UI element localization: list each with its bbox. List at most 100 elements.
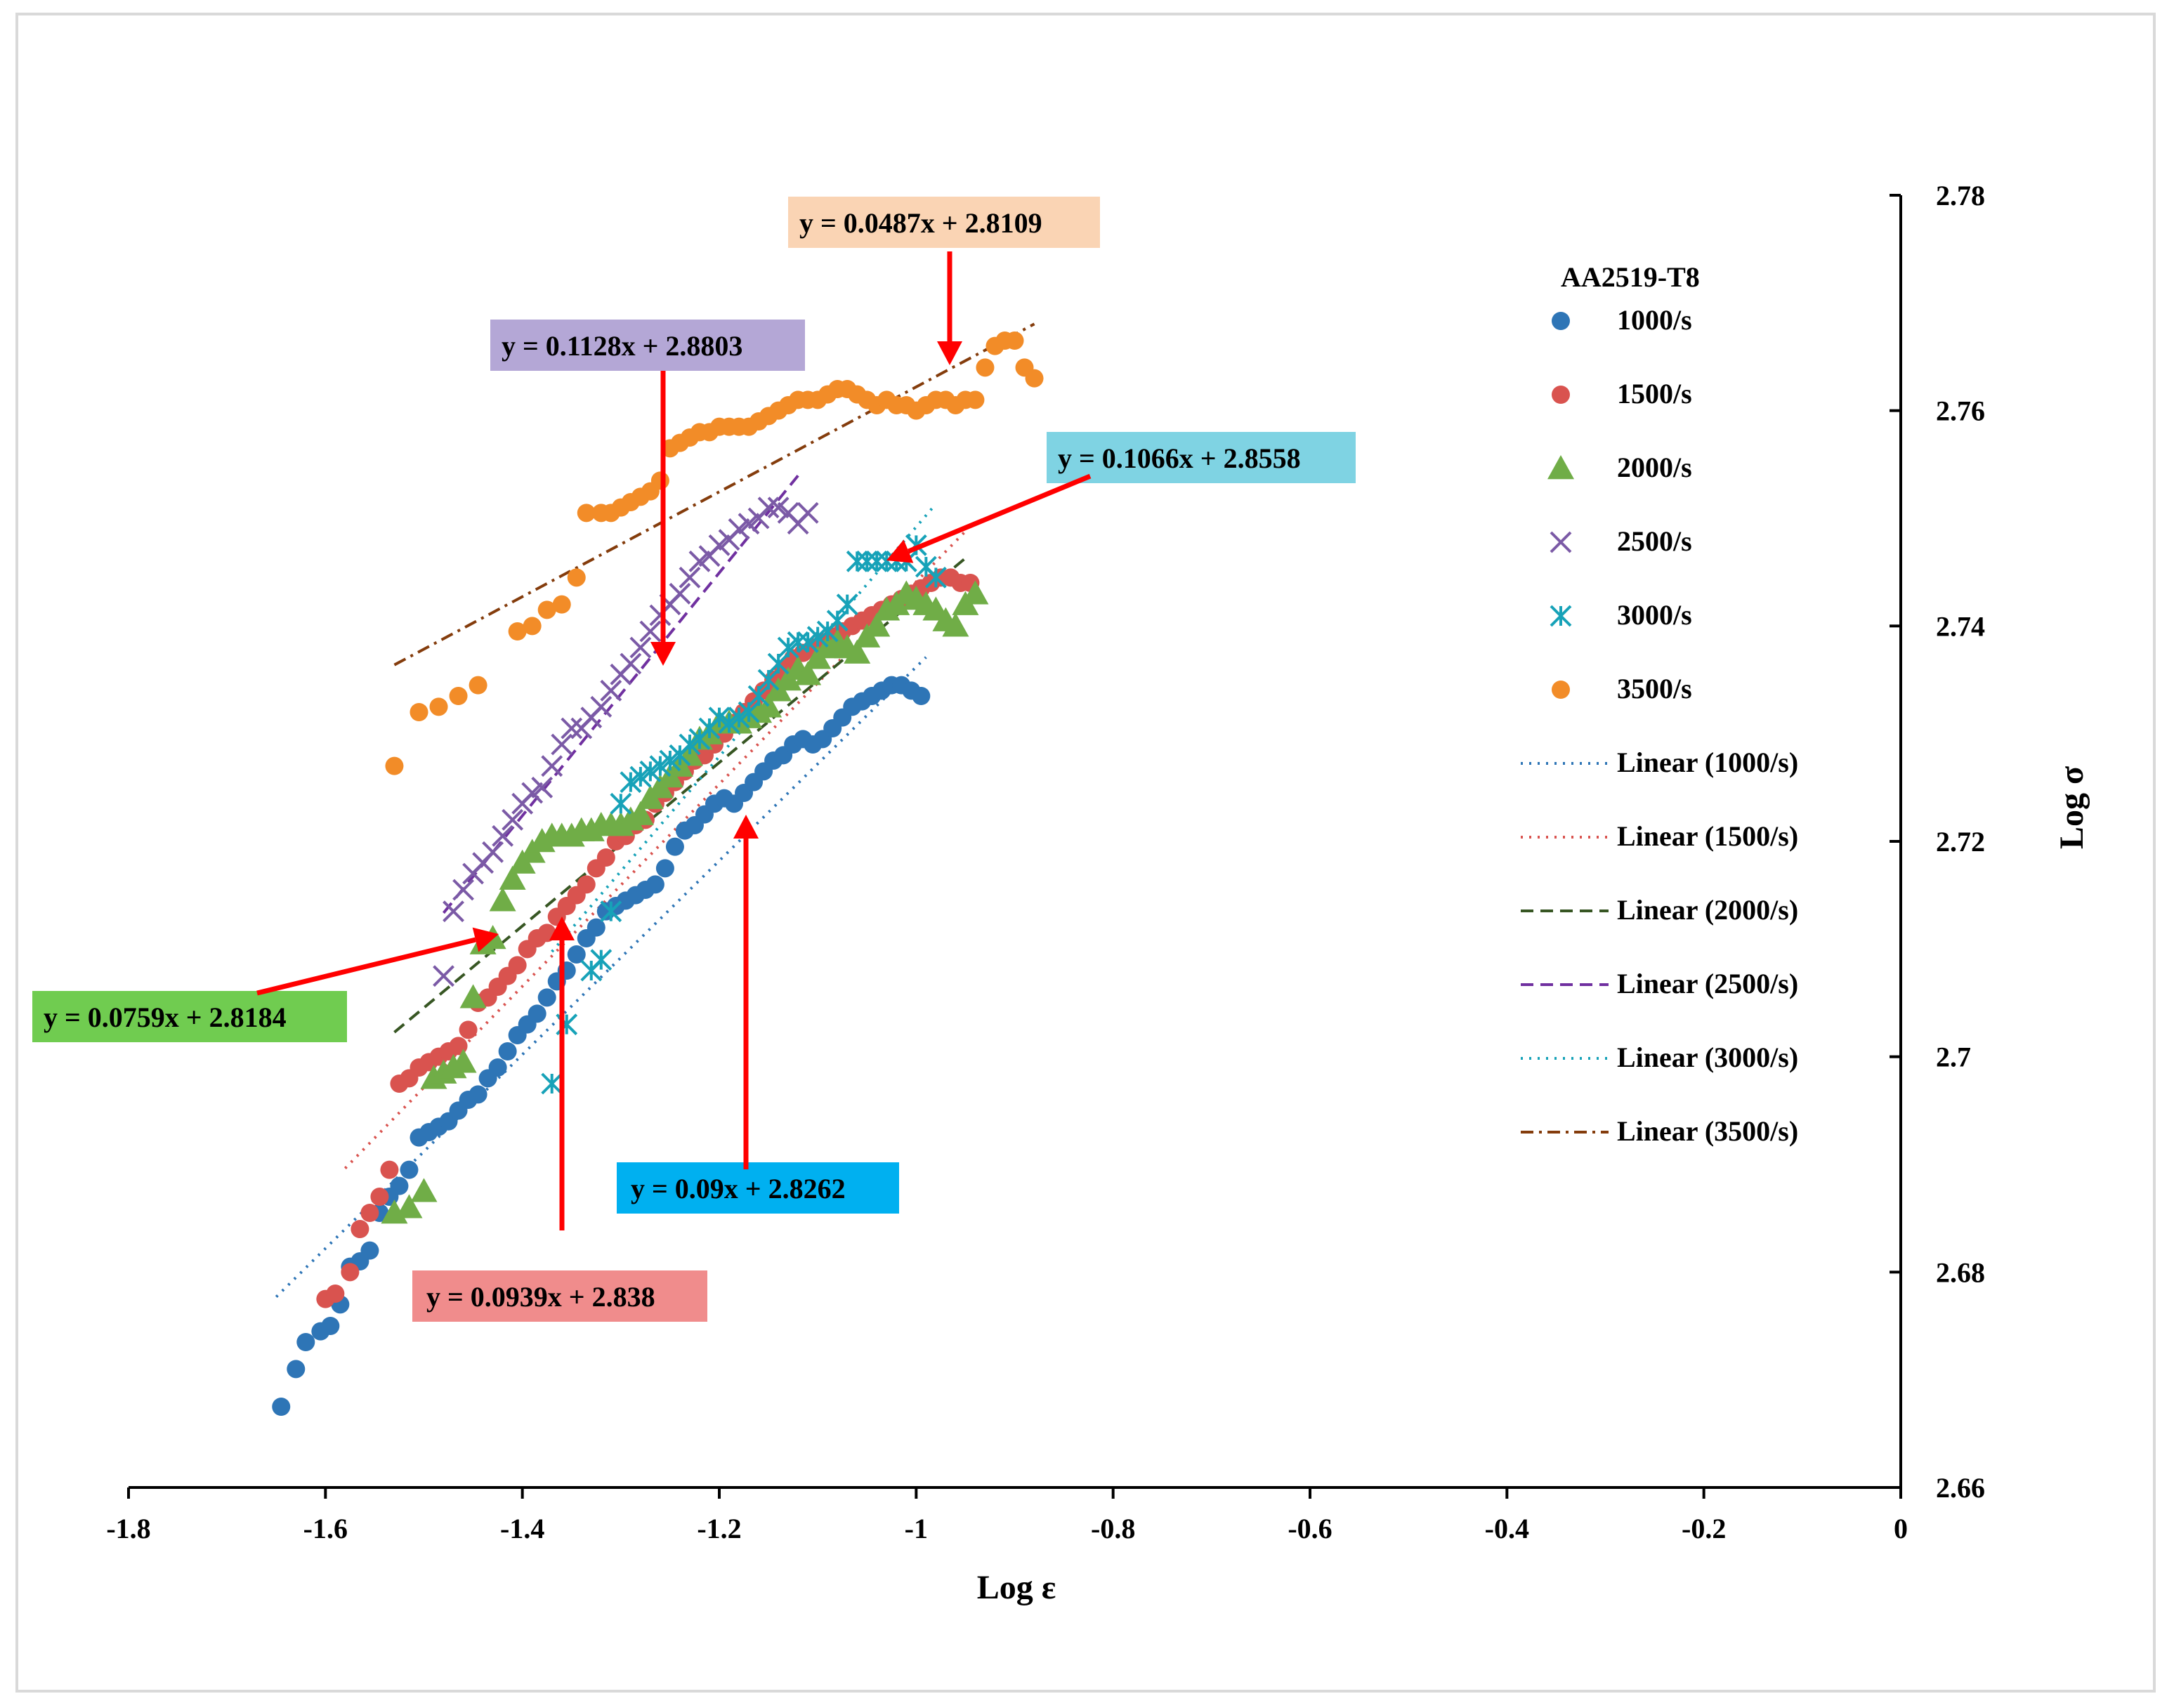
data-point-2500-per-s [767,497,790,519]
equation-box-1500-per-s [412,1270,707,1322]
legend-marker-2000-per-s [1547,455,1574,480]
data-point-2000-per-s [410,1178,438,1202]
trendline-2500-per-s [442,474,799,914]
legend-label: Linear (2000/s) [1617,894,1798,926]
equation-box-2000-per-s [32,991,347,1042]
data-point-3500-per-s [385,756,404,775]
y-tick-label: 2.66 [1936,1472,1985,1504]
legend-label: 1000/s [1617,304,1692,336]
data-point-3000-per-s [649,755,672,777]
y-tick-label: 2.72 [1936,826,1985,858]
data-point-1000-per-s [655,859,674,878]
arrow-3000-per-s [908,473,1092,554]
equation-label-2000-per-s: y = 0.0759x + 2.8184 [44,1001,287,1033]
data-point-3500-per-s [577,504,596,523]
x-tick-label: -1.6 [303,1513,348,1544]
data-point-3000-per-s [679,733,701,756]
data-point-2500-per-s [482,841,504,863]
legend-label: Linear (3500/s) [1617,1115,1798,1147]
data-point-2500-per-s [708,534,731,556]
data-point-3500-per-s [650,471,669,490]
data-point-3500-per-s [552,595,571,614]
data-point-1500-per-s [596,848,615,867]
data-point-1500-per-s [341,1263,360,1282]
legend-label: Linear (1500/s) [1617,820,1798,852]
data-point-3000-per-s [797,631,819,653]
data-point-3000-per-s [610,792,632,815]
data-point-3500-per-s [1025,369,1044,388]
data-point-2500-per-s [688,550,711,572]
legend-label: 2000/s [1617,452,1692,483]
legend: AA2519-T8 1000/s 1500/s 2000/s 2500/s 3000/s… [1521,261,1798,1147]
y-tick-label: 2.78 [1936,180,1985,211]
data-point-2000-per-s [489,887,516,912]
data-point-1000-per-s [400,1160,419,1179]
data-point-1000-per-s [272,1398,291,1416]
y-axis: 2.66 2.68 2.7 2.72 2.74 2.76 2.78 [1890,180,1985,1504]
data-point-1000-per-s [296,1333,315,1351]
data-point-3000-per-s [639,760,662,782]
data-point-3000-per-s [806,626,829,648]
data-point-3000-per-s [718,711,740,734]
legend-label: Linear (1000/s) [1617,747,1798,778]
data-point-2500-per-s [590,695,613,718]
data-point-3500-per-s [567,568,586,587]
y-tick-label: 2.7 [1936,1042,1971,1073]
data-point-3000-per-s [600,900,622,923]
data-point-3000-per-s [659,749,681,772]
data-point-2500-per-s [797,501,819,524]
data-point-2000-per-s [942,612,969,637]
equation-label-3500-per-s: y = 0.0487x + 2.8109 [799,207,1042,239]
data-point-2500-per-s [669,582,691,605]
arrowhead-2000-per-s [472,927,499,952]
data-point-1500-per-s [326,1285,345,1303]
data-point-3000-per-s [836,593,858,616]
legend-title: AA2519-T8 [1561,261,1700,293]
legend-label: Linear (3000/s) [1617,1042,1798,1073]
x-tick-label: -0.8 [1091,1513,1135,1544]
legend-label: 2500/s [1617,525,1692,557]
data-point-2500-per-s [561,717,583,740]
series-3000-per-s [541,534,947,1095]
data-point-1000-per-s [321,1317,340,1335]
series-2500-per-s [433,497,819,987]
data-point-3000-per-s [865,550,888,572]
data-point-2000-per-s [627,801,654,825]
data-point-1000-per-s [537,988,556,1007]
data-point-2500-per-s [541,755,563,777]
data-point-2500-per-s [639,620,662,643]
data-point-2000-per-s [863,612,891,637]
x-tick-label: -1.8 [106,1513,150,1544]
legend-label: 1500/s [1617,378,1692,409]
y-tick-label: 2.74 [1936,610,1985,642]
data-point-1000-per-s [646,875,664,894]
data-point-1500-per-s [459,1020,478,1039]
data-point-2500-per-s [738,513,760,535]
data-point-3500-per-s [449,687,468,705]
data-point-2500-per-s [433,965,454,987]
data-point-1000-per-s [665,837,684,856]
data-point-2000-per-s [499,865,526,890]
equation-label-1000-per-s: y = 0.09x + 2.8262 [631,1173,846,1204]
data-point-2500-per-s [521,782,544,804]
data-point-1500-per-s [577,875,596,894]
data-point-3000-per-s [924,566,947,589]
data-point-1000-per-s [498,1042,517,1060]
data-point-1000-per-s [469,1085,487,1104]
data-point-3500-per-s [1005,331,1024,350]
data-point-2000-per-s [395,1194,423,1218]
data-point-2500-per-s [728,518,750,540]
data-point-3500-per-s [966,390,985,409]
data-point-3000-per-s [728,707,750,729]
equation-box-1000-per-s [617,1162,899,1214]
data-point-3000-per-s [629,766,652,788]
data-points [272,331,1044,1416]
x-tick-label: -0.6 [1288,1513,1332,1544]
data-point-2000-per-s [459,984,487,1009]
data-point-3500-per-s [469,676,487,695]
data-point-3500-per-s [508,622,527,640]
series-2000-per-s [381,580,989,1224]
data-point-2000-per-s [962,580,989,605]
arrowhead-3500-per-s [937,341,962,365]
data-point-3000-per-s [620,771,642,794]
